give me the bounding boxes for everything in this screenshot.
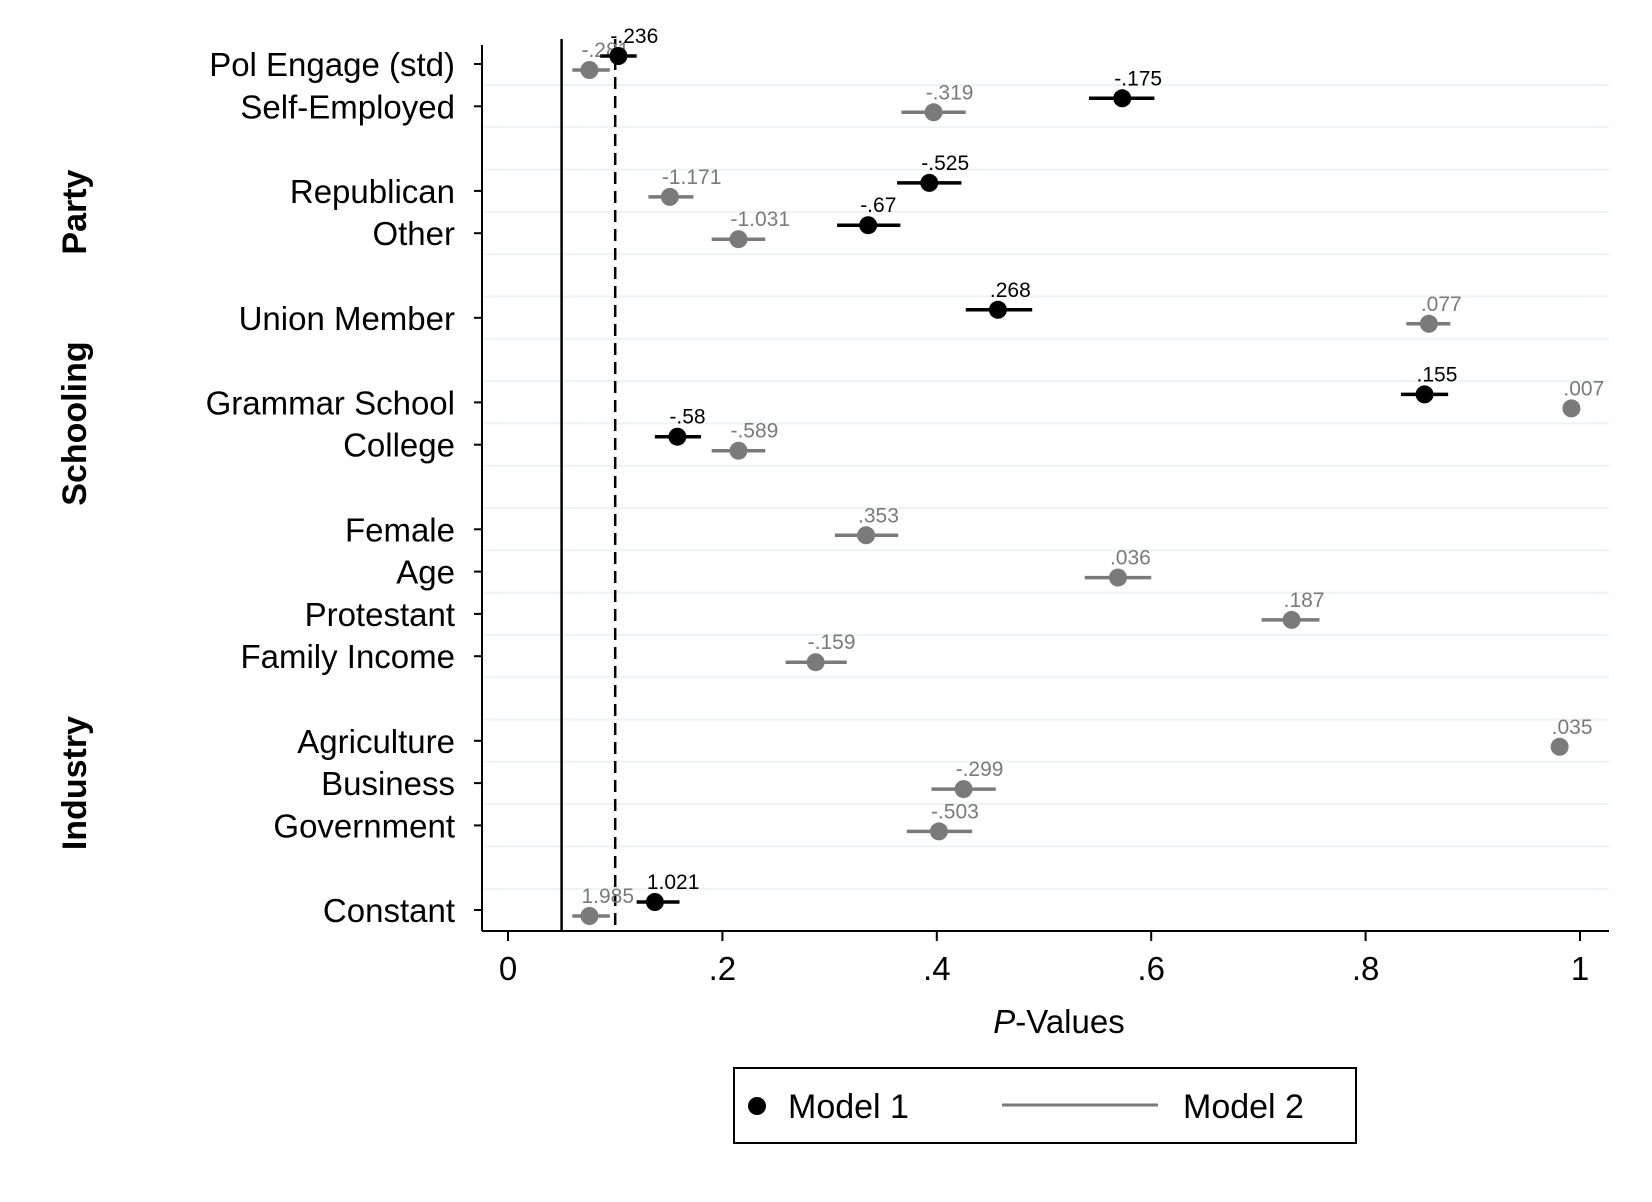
data-label-model-2: .036 (1110, 547, 1151, 570)
x-axis-title-italic: P (993, 1003, 1015, 1040)
group-labels: Party Schooling Industry (56, 169, 94, 850)
y-label-agriculture: Agriculture (297, 723, 455, 760)
point-model-2 (729, 230, 748, 249)
point-model-1 (1113, 89, 1132, 108)
reference-lines (560, 39, 617, 931)
x-axis-title-rest: -Values (1015, 1003, 1124, 1040)
point-model-2 (929, 822, 948, 841)
data-label-model-2: .353 (858, 504, 899, 527)
legend-model-1-dot-icon (748, 1097, 766, 1115)
y-label-union-member: Union Member (239, 300, 455, 337)
series-model-1: -.236 -.175 -.525 -.67 .268 .155 -.58 1.021 (600, 25, 1457, 911)
data-label-model-1: -.67 (860, 194, 896, 217)
point-model-2 (806, 653, 825, 672)
point-model-2 (857, 526, 876, 545)
data-label-model-1: -.175 (1114, 67, 1162, 90)
x-tick-label: .6 (1137, 950, 1165, 987)
point-model-2 (1550, 737, 1569, 756)
point-model-1 (609, 47, 628, 65)
x-tick-label: 1 (1571, 950, 1589, 987)
data-label-model-2: -.503 (931, 800, 979, 823)
x-axis-ticks: 0 .2 .4 .6 .8 1 (499, 931, 1589, 987)
x-tick-label: .8 (1352, 950, 1380, 987)
data-label-model-2: -.159 (808, 631, 856, 654)
y-label-republican: Republican (290, 173, 455, 210)
y-label-business: Business (321, 765, 455, 802)
point-model-2 (1282, 610, 1301, 629)
point-model-2 (1562, 399, 1581, 418)
data-label-model-2: -1.031 (730, 208, 790, 231)
y-label-self-employed: Self-Employed (240, 88, 455, 125)
data-label-model-2: .007 (1563, 377, 1604, 400)
data-label-model-1: -.525 (921, 152, 969, 175)
data-label-model-2: -.299 (956, 758, 1004, 781)
y-label-female: Female (345, 511, 455, 548)
y-label-protestant: Protestant (305, 596, 455, 633)
point-model-1 (645, 893, 664, 911)
point-model-2 (660, 187, 679, 206)
group-label-schooling: Schooling (56, 341, 94, 505)
point-model-2 (954, 780, 973, 799)
point-model-1 (920, 173, 939, 192)
gridlines (484, 84, 1609, 890)
data-label-model-1: -.58 (669, 406, 705, 429)
data-label-model-1: -.236 (610, 25, 658, 48)
y-label-grammar-school: Grammar School (206, 384, 455, 421)
x-tick-label: .4 (923, 950, 951, 987)
data-label-model-1: 1.021 (647, 871, 700, 894)
data-label-model-2: -.319 (926, 81, 974, 104)
data-label-model-1: .155 (1417, 363, 1458, 386)
point-model-1 (859, 216, 878, 235)
y-label-pol-engage-std: Pol Engage (std) (209, 46, 455, 83)
x-tick-label: 0 (499, 950, 517, 987)
group-label-industry: Industry (56, 716, 94, 850)
data-label-model-2: -1.171 (662, 166, 722, 189)
legend-model-2-label: Model 2 (1183, 1088, 1304, 1126)
point-model-2 (924, 103, 943, 122)
group-label-party: Party (56, 169, 94, 254)
series-model-2: -.281-.319-1.171-1.031.077.007-.589.353.… (572, 39, 1604, 925)
legend: Model 1 Model 2 (733, 1067, 1357, 1144)
x-tick-label: .2 (709, 950, 737, 987)
y-label-family-income: Family Income (240, 638, 455, 675)
point-model-1 (668, 427, 687, 446)
point-model-2 (729, 441, 748, 460)
y-label-constant: Constant (323, 892, 455, 929)
data-label-model-2: .077 (1421, 293, 1462, 316)
point-model-1 (988, 300, 1007, 319)
x-axis-title: P-Values (993, 1003, 1124, 1040)
legend-model-1-label: Model 1 (788, 1088, 909, 1126)
point-model-2 (1108, 568, 1127, 587)
y-axis-labels: Pol Engage (std) Self-Employed Republican O… (206, 46, 482, 929)
data-label-model-2: .035 (1552, 716, 1593, 739)
data-label-model-1: .268 (990, 279, 1031, 302)
y-label-college: College (343, 427, 455, 464)
data-label-model-2: .187 (1284, 589, 1325, 612)
y-label-government: Government (273, 807, 455, 844)
point-model-2 (580, 907, 599, 925)
data-label-model-2: 1.985 (581, 885, 634, 908)
point-model-1 (1415, 385, 1434, 404)
point-model-2 (580, 61, 599, 79)
point-model-2 (1419, 314, 1438, 333)
y-label-age: Age (396, 554, 455, 591)
y-label-other: Other (372, 215, 455, 252)
data-label-model-2: -.589 (730, 420, 778, 443)
